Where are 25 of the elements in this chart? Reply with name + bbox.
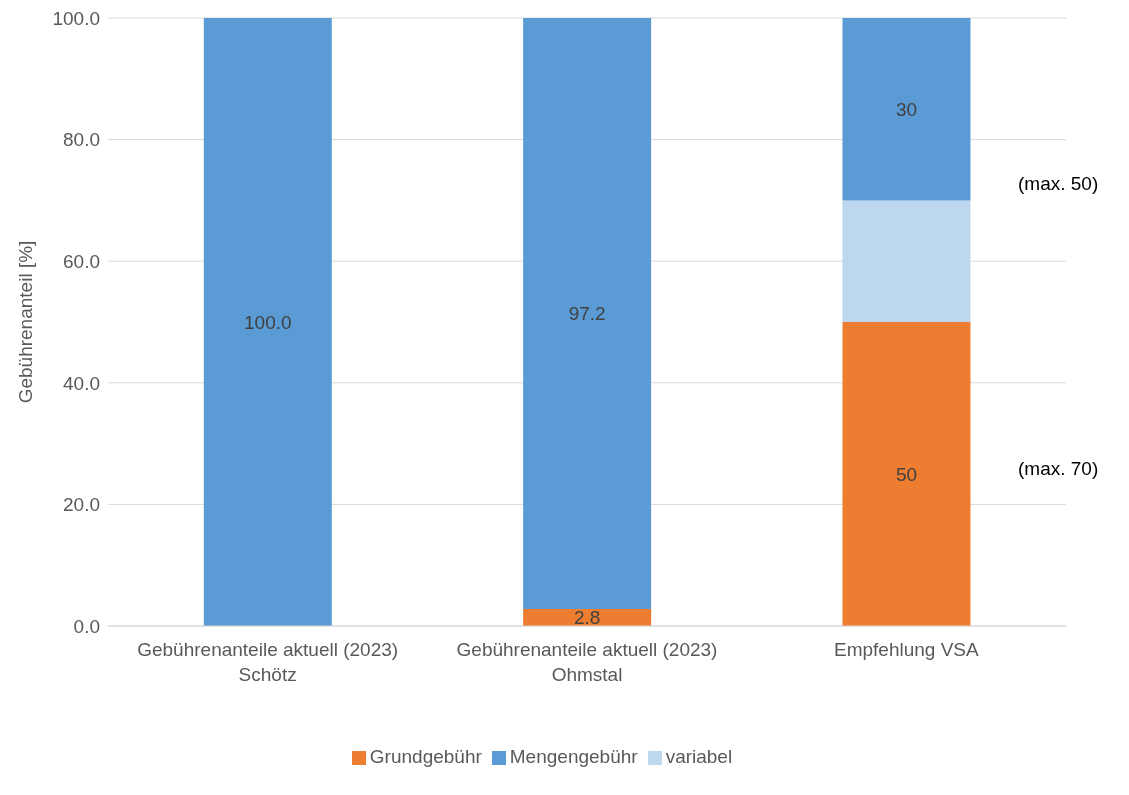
y-tick-label: 60.0 bbox=[63, 250, 100, 272]
data-label: 50 bbox=[895, 463, 918, 485]
legend-label: Grundgebühr bbox=[369, 746, 482, 767]
x-tick-label: Gebührenanteile aktuell (2023) Ohmstal bbox=[456, 639, 718, 685]
legend-label: Mengengebühr bbox=[509, 746, 638, 767]
y-tick-label: 20.0 bbox=[63, 494, 100, 516]
y-axis-title: Gebührenanteil [%] bbox=[14, 240, 36, 404]
y-tick-label: 100.0 bbox=[52, 7, 100, 29]
x-tick-label: Empfehlung VSA bbox=[833, 639, 980, 660]
annotation: (max. 50) bbox=[1018, 173, 1099, 195]
data-label: 100.0 bbox=[244, 311, 292, 333]
legend-label: variabel bbox=[665, 746, 733, 767]
data-label: 30 bbox=[895, 98, 918, 120]
data-label: 97.2 bbox=[568, 302, 606, 324]
data-label: 2.8 bbox=[573, 606, 601, 628]
bar bbox=[842, 322, 971, 626]
bar bbox=[523, 18, 652, 609]
y-tick-label: 80.0 bbox=[63, 129, 100, 151]
x-tick-label: Gebührenanteile aktuell (2023) Schötz bbox=[137, 639, 399, 685]
y-tick-label: 40.0 bbox=[63, 372, 100, 394]
bar bbox=[842, 200, 971, 322]
annotation: (max. 70) bbox=[1018, 458, 1099, 480]
y-tick-label: 0.0 bbox=[73, 615, 100, 637]
bar bbox=[842, 18, 971, 201]
bar bbox=[203, 18, 332, 626]
